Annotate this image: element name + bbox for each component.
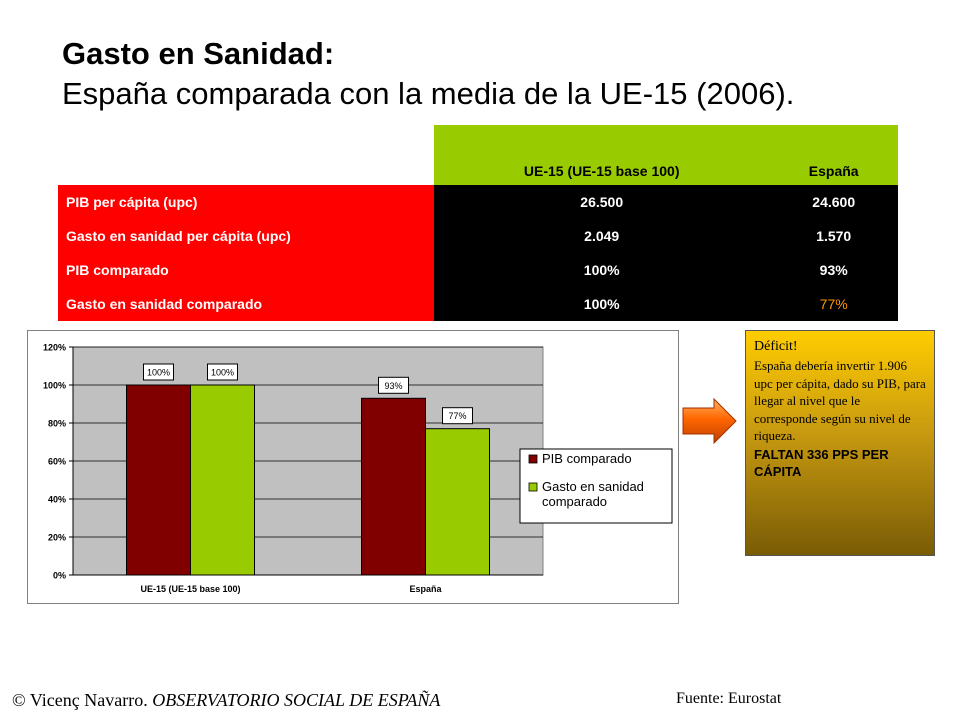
table-row: PIB per cápita (upc) 26.500 24.600 [58,185,898,219]
deficit-heading: Déficit! [754,339,798,354]
y-tick-label: 20% [48,533,66,543]
x-category-label: UE-15 (UE-15 base 100) [140,584,240,594]
cell-ue15: 26.500 [434,185,770,219]
y-tick-label: 100% [43,381,66,391]
cell-espana-highlight: 77% [769,287,898,321]
slide-title: Gasto en Sanidad: España comparada con l… [62,34,942,114]
table-corner [58,125,434,185]
y-tick-label: 120% [43,343,66,353]
row-label: Gasto en sanidad comparado [58,287,434,321]
data-label: 100% [211,368,234,378]
x-category-label: España [409,584,442,594]
row-label: Gasto en sanidad per cápita (upc) [58,219,434,253]
data-label: 100% [147,368,170,378]
legend-label: Gasto en sanidad comparado [542,479,644,509]
y-tick-label: 40% [48,495,66,505]
cell-espana: 1.570 [769,219,898,253]
cell-ue15: 2.049 [434,219,770,253]
cell-ue15: 100% [434,253,770,287]
footer-org: OBSERVATORIO SOCIAL DE ESPAÑA [152,690,441,710]
legend-swatch [528,454,538,464]
bar [425,428,490,576]
header-espana: España [769,125,898,185]
chart-canvas: 0% 20% 40% 60% 80% 100% 120% 100% 100% UE-15 (UE-… [43,343,673,594]
bar [361,397,426,576]
title-subtitle: España comparada con la media de la UE-1… [62,76,795,111]
legend-box [519,448,673,524]
data-label-box [378,376,409,394]
legend-swatch [528,482,538,492]
cell-ue15: 100% [434,287,770,321]
y-tick-label: 60% [48,457,66,467]
cell-espana: 93% [769,253,898,287]
comparison-table: UE-15 (UE-15 base 100) España PIB per cá… [58,125,898,321]
footer-source: Fuente: Eurostat [676,690,782,707]
y-tick-label: 80% [48,419,66,429]
legend-label: PIB comparado [542,451,632,466]
row-label: PIB per cápita (upc) [58,185,434,219]
bar-chart: 0% 20% 40% 60% 80% 100% 120% 100% 100% UE-15 (UE-… [27,330,679,604]
header-ue15: UE-15 (UE-15 base 100) [434,125,770,185]
deficit-body: España debería invertir 1.906 upc per cá… [754,358,926,443]
data-label: 93% [384,381,402,391]
y-tick-label: 0% [53,571,66,581]
data-label-box [442,407,473,425]
footer-author: © Vicenç Navarro. [12,690,148,710]
deficit-footer: FALTAN 336 PPS PER CÁPITA [754,446,889,479]
deficit-callout: Déficit! España debería invertir 1.906 u… [745,330,935,556]
table-row: Gasto en sanidad per cápita (upc) 2.049 … [58,219,898,253]
footer-credit: © Vicenç Navarro. OBSERVATORIO SOCIAL DE… [12,690,440,711]
table-header-row: UE-15 (UE-15 base 100) España [58,125,898,185]
cell-espana: 24.600 [769,185,898,219]
table-row: PIB comparado 100% 93% [58,253,898,287]
table-row: Gasto en sanidad comparado 100% 77% [58,287,898,321]
bar [190,384,255,576]
data-label: 77% [448,411,466,421]
data-label-box [207,363,238,381]
data-label-box [143,363,174,381]
title-main: Gasto en Sanidad: [62,36,335,71]
row-label: PIB comparado [58,253,434,287]
bar [126,384,191,576]
arrow-right-icon [682,398,737,444]
